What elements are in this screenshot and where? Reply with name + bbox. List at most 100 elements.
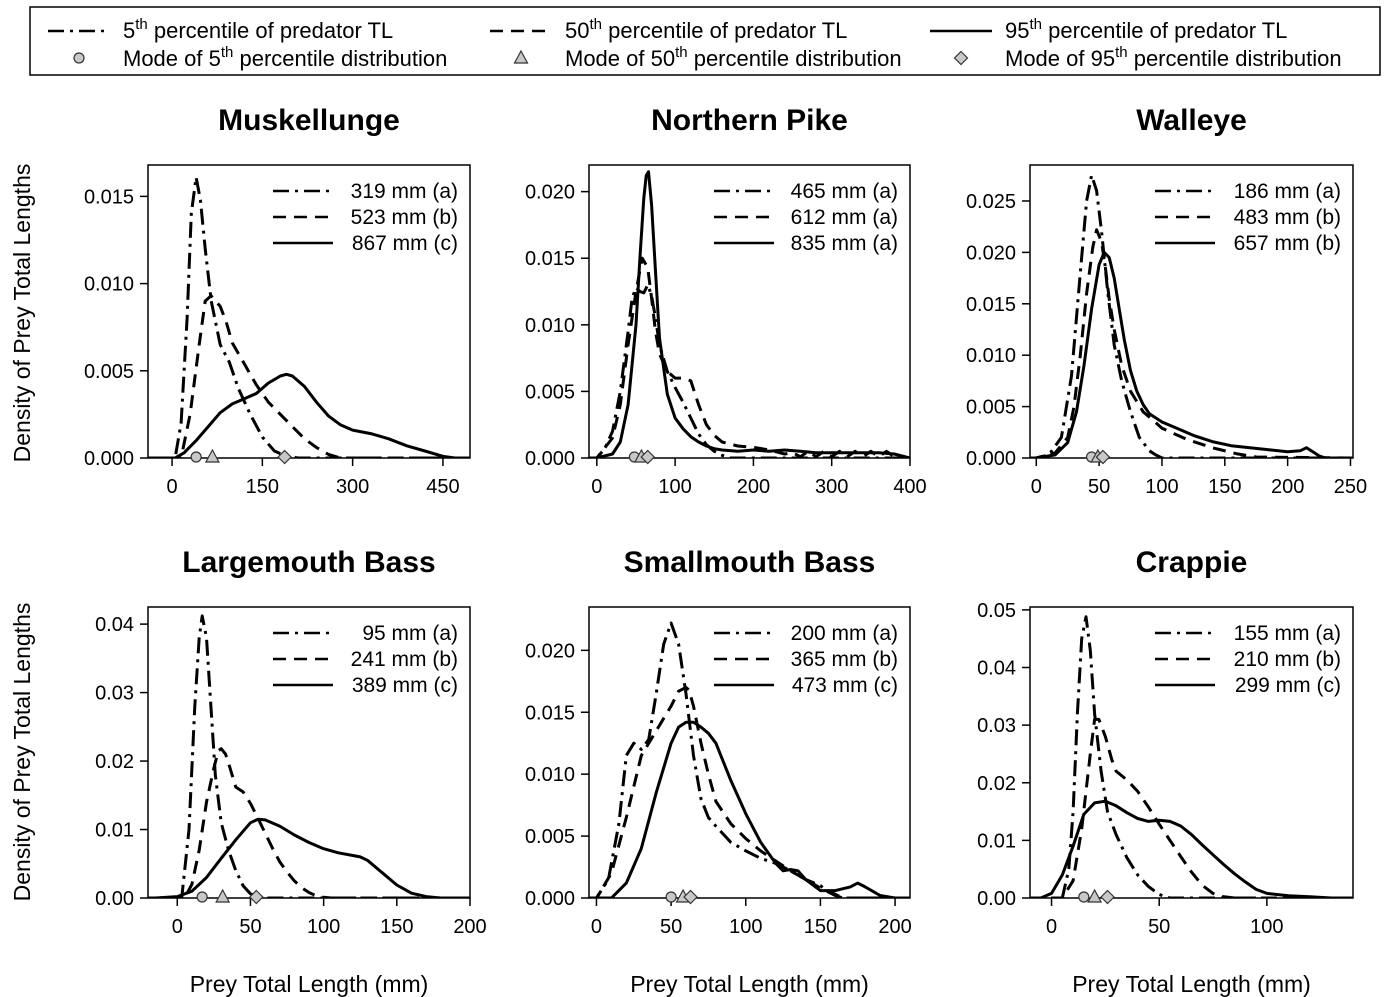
density-line-dashdot bbox=[1030, 173, 1353, 458]
x-tick-label: 100 bbox=[658, 476, 691, 498]
density-line-solid bbox=[148, 817, 470, 898]
y-tick-label: 0.000 bbox=[966, 448, 1016, 470]
density-line-solid bbox=[589, 720, 910, 898]
mode-marker-95th bbox=[683, 889, 698, 905]
panel-legend-label: 200 mm (a) bbox=[791, 622, 898, 645]
panel-legend-label: 299 mm (c) bbox=[1235, 674, 1341, 697]
density-line-dashdot bbox=[148, 175, 470, 458]
x-tick-label: 0 bbox=[1046, 916, 1057, 938]
chart-panel: Walleye 0 50 100 150 200 250 0.000 0.005 0.010 0.0… bbox=[966, 104, 1367, 498]
y-tick-label: 0.020 bbox=[525, 640, 575, 662]
density-line-dashdot bbox=[589, 283, 910, 458]
x-axis-label: Prey Total Length (mm) bbox=[630, 971, 869, 997]
panel-legend-label: 465 mm (a) bbox=[791, 180, 898, 203]
panel-legend-label: 523 mm (b) bbox=[351, 206, 458, 229]
x-tick-label: 100 bbox=[1145, 476, 1178, 498]
y-tick-label: 0.005 bbox=[84, 361, 134, 383]
y-tick-label: 0.03 bbox=[977, 715, 1016, 737]
legend-marker-triangle bbox=[513, 49, 529, 64]
density-line-dashed bbox=[1030, 717, 1353, 898]
panel-legend-label: 612 mm (a) bbox=[791, 206, 898, 229]
y-tick-label: 0.02 bbox=[95, 751, 134, 773]
x-tick-label: 100 bbox=[729, 916, 762, 938]
y-tick-label: 0.005 bbox=[525, 826, 575, 848]
x-tick-label: 150 bbox=[804, 916, 837, 938]
y-axis-label-top-row: Density of Prey Total Lengths bbox=[9, 164, 35, 463]
x-tick-label: 250 bbox=[1334, 476, 1367, 498]
x-tick-label: 200 bbox=[878, 916, 911, 938]
panel-legend-label: 186 mm (a) bbox=[1234, 180, 1341, 203]
y-tick-label: 0.010 bbox=[84, 274, 134, 296]
mode-marker-5th bbox=[665, 891, 677, 903]
density-line-solid bbox=[589, 170, 910, 458]
legend-marker-label: Mode of 95th percentile distribution bbox=[1005, 44, 1342, 71]
density-line-dashdot bbox=[1030, 615, 1353, 898]
legend-marker-label: Mode of 50th percentile distribution bbox=[565, 44, 902, 71]
x-tick-label: 200 bbox=[1271, 476, 1304, 498]
panel-legend-label: 483 mm (b) bbox=[1234, 206, 1341, 229]
y-tick-label: 0.00 bbox=[95, 888, 134, 910]
mode-marker-5th bbox=[196, 891, 208, 903]
y-tick-label: 0.000 bbox=[525, 448, 575, 470]
y-tick-label: 0.01 bbox=[977, 830, 1016, 852]
panel-legend-label: 319 mm (a) bbox=[351, 180, 458, 203]
chart-panel: Smallmouth Bass 0 50 100 150 200 0.000 0.005 0.0… bbox=[525, 546, 912, 997]
plot-frame bbox=[588, 606, 911, 899]
legend-box bbox=[29, 6, 1381, 76]
chart-panel: Largemouth Bass 0 50 100 150 200 0.00 0.01 0.02 0… bbox=[95, 546, 487, 997]
y-tick-label: 0.010 bbox=[525, 764, 575, 786]
panel-legend-label: 473 mm (c) bbox=[792, 674, 898, 697]
panel-title: Northern Pike bbox=[651, 104, 848, 137]
y-tick-label: 0.005 bbox=[525, 381, 575, 403]
chart-panel: Northern Pike 0 100 200 300 400 0.000 0.005 0.01… bbox=[525, 104, 927, 498]
y-tick-label: 0.000 bbox=[84, 448, 134, 470]
y-tick-label: 0.02 bbox=[977, 773, 1016, 795]
y-tick-label: 0.00 bbox=[977, 888, 1016, 910]
x-axis-label: Prey Total Length (mm) bbox=[190, 971, 429, 997]
global-legend: 5th percentile of predator TL 50th percen… bbox=[29, 6, 1381, 76]
density-line-solid bbox=[148, 372, 470, 458]
panel-legend-label: 657 mm (b) bbox=[1234, 232, 1341, 255]
panel-title: Walleye bbox=[1136, 104, 1247, 137]
y-tick-label: 0.000 bbox=[525, 888, 575, 910]
y-tick-label: 0.015 bbox=[966, 294, 1016, 316]
panel-title: Crappie bbox=[1136, 546, 1248, 579]
density-line-dashed bbox=[589, 686, 910, 898]
x-tick-label: 200 bbox=[453, 916, 486, 938]
y-axis-label: Density of Prey Total Lengths bbox=[9, 603, 35, 902]
mode-marker-95th bbox=[248, 889, 264, 905]
x-tick-label: 300 bbox=[815, 476, 848, 498]
x-tick-label: 150 bbox=[1208, 476, 1241, 498]
x-tick-label: 400 bbox=[893, 476, 926, 498]
chart-panel: Muskellunge 0 150 300 450 0.000 0.005 0.010 0.01… bbox=[84, 104, 471, 498]
mode-marker-95th bbox=[1100, 889, 1115, 905]
y-tick-label: 0.010 bbox=[525, 315, 575, 337]
y-tick-label: 0.015 bbox=[525, 702, 575, 724]
y-axis-label-bottom-row: Density of Prey Total Lengths bbox=[9, 603, 35, 902]
density-line-solid bbox=[1030, 250, 1353, 458]
y-tick-label: 0.020 bbox=[525, 182, 575, 204]
density-line-dashed bbox=[589, 256, 910, 458]
y-tick-label: 0.010 bbox=[966, 345, 1016, 367]
mode-marker-50th bbox=[1087, 888, 1103, 903]
panel-legend-label: 155 mm (a) bbox=[1234, 622, 1341, 645]
panel-title: Largemouth Bass bbox=[182, 546, 435, 579]
x-tick-label: 0 bbox=[1031, 476, 1042, 498]
x-tick-label: 50 bbox=[1088, 476, 1110, 498]
y-axis-label: Density of Prey Total Lengths bbox=[9, 164, 35, 463]
y-tick-label: 0.04 bbox=[977, 658, 1016, 680]
y-tick-label: 0.025 bbox=[966, 191, 1016, 213]
chart-panel: Crappie 0 50 100 0.00 0.01 0.02 0.03 0.04 0.05 Pre… bbox=[977, 546, 1354, 997]
panel-legend-label: 241 mm (b) bbox=[351, 648, 458, 671]
legend-line-label: 95th percentile of predator TL bbox=[1005, 16, 1287, 43]
x-tick-label: 50 bbox=[1148, 916, 1170, 938]
mode-marker-50th bbox=[204, 448, 220, 463]
mode-marker-95th bbox=[640, 449, 656, 465]
panel-title: Smallmouth Bass bbox=[624, 546, 876, 579]
mode-marker-5th bbox=[190, 451, 202, 463]
panel-title: Muskellunge bbox=[218, 104, 400, 137]
legend-line-label: 5th percentile of predator TL bbox=[123, 16, 393, 43]
x-tick-label: 100 bbox=[1250, 916, 1283, 938]
legend-marker-circle bbox=[73, 52, 85, 64]
